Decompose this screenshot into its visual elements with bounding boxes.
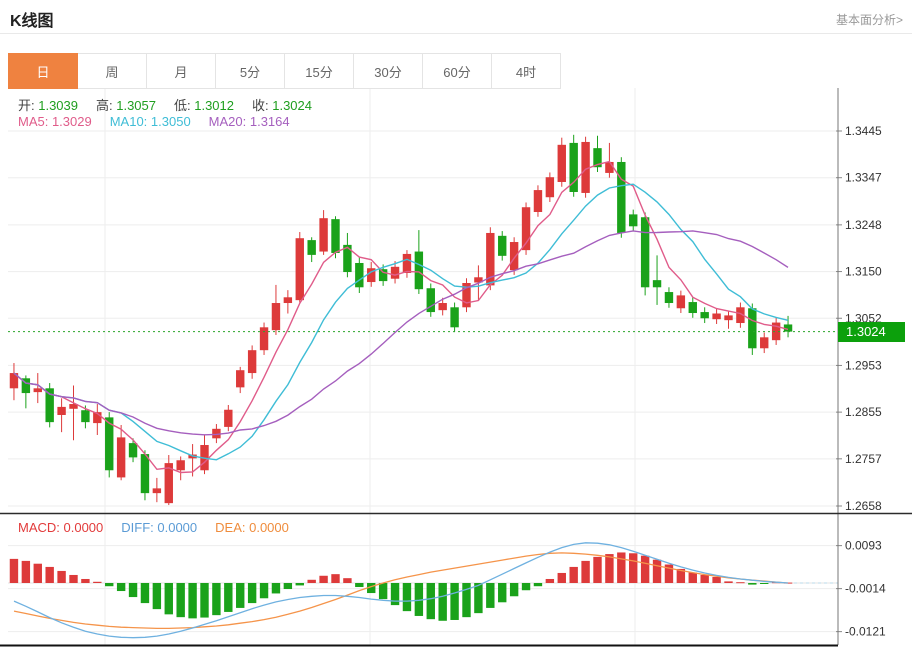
svg-text:1.3445: 1.3445 bbox=[845, 124, 882, 138]
tab-月[interactable]: 月 bbox=[146, 53, 216, 89]
svg-text:1.2757: 1.2757 bbox=[845, 452, 882, 466]
legend-item: 收: 1.3024 bbox=[252, 98, 312, 113]
tab-4时[interactable]: 4时 bbox=[491, 53, 561, 89]
ma-legend: MA5: 1.3029 MA10: 1.3050 MA20: 1.3164 bbox=[18, 114, 308, 129]
svg-text:1.3248: 1.3248 bbox=[845, 218, 882, 232]
svg-text:-0.0121: -0.0121 bbox=[845, 625, 886, 639]
svg-text:1.2953: 1.2953 bbox=[845, 358, 882, 372]
current-price-badge: 1.3024 bbox=[838, 322, 905, 342]
ma10-line bbox=[13, 183, 789, 461]
svg-text:-0.0014: -0.0014 bbox=[845, 582, 886, 596]
svg-text:1.2658: 1.2658 bbox=[845, 499, 882, 513]
candlestick-series bbox=[9, 134, 793, 506]
tab-周[interactable]: 周 bbox=[77, 53, 147, 89]
legend-item: MACD: 0.0000 bbox=[18, 520, 104, 535]
macd-histogram bbox=[9, 552, 793, 621]
legend-item: 开: 1.3039 bbox=[18, 98, 78, 113]
ma20-line bbox=[13, 230, 789, 436]
macd-legend: MACD: 0.0000 DIFF: 0.0000 DEA: 0.0000 bbox=[18, 520, 307, 535]
svg-text:1.3347: 1.3347 bbox=[845, 171, 882, 185]
legend-item: MA5: 1.3029 bbox=[18, 114, 92, 129]
legend-item: MA10: 1.3050 bbox=[109, 114, 191, 129]
tab-30分[interactable]: 30分 bbox=[353, 53, 423, 89]
legend-item: MA20: 1.3164 bbox=[208, 114, 290, 129]
macd-dea-line bbox=[13, 552, 789, 630]
panel-dividers bbox=[0, 88, 912, 647]
page-title: K线图 bbox=[10, 13, 54, 30]
tab-15分[interactable]: 15分 bbox=[284, 53, 354, 89]
legend-item: DEA: 0.0000 bbox=[215, 520, 289, 535]
grid bbox=[8, 88, 838, 645]
interval-tabbar: 日周月 5分 15分 30分 60分 4时 bbox=[8, 53, 561, 89]
legend-item: DIFF: 0.0000 bbox=[121, 520, 198, 535]
price-axis: 1.3445 1.3347 1.3248 1.3150 1.3052 1.2953 1.28… bbox=[836, 124, 886, 639]
svg-text:0.0093: 0.0093 bbox=[845, 539, 882, 553]
legend-item: 低: 1.3012 bbox=[174, 98, 234, 113]
header-divider bbox=[0, 33, 912, 34]
svg-text:1.3052: 1.3052 bbox=[845, 311, 882, 325]
tab-60分[interactable]: 60分 bbox=[422, 53, 492, 89]
legend-item: 高: 1.3057 bbox=[96, 98, 156, 113]
fundamental-analysis-link[interactable]: 基本面分析> bbox=[835, 13, 903, 27]
macd-diff-line bbox=[13, 542, 789, 639]
ohlc-legend: 开: 1.3039 高: 1.3057 低: 1.3012 收: 1.3024 bbox=[18, 95, 330, 114]
svg-text:1.2855: 1.2855 bbox=[845, 405, 882, 419]
svg-text:1.3150: 1.3150 bbox=[845, 265, 882, 279]
tab-5分[interactable]: 5分 bbox=[215, 53, 285, 89]
ma5-line bbox=[13, 160, 789, 474]
tab-日[interactable]: 日 bbox=[8, 53, 78, 89]
